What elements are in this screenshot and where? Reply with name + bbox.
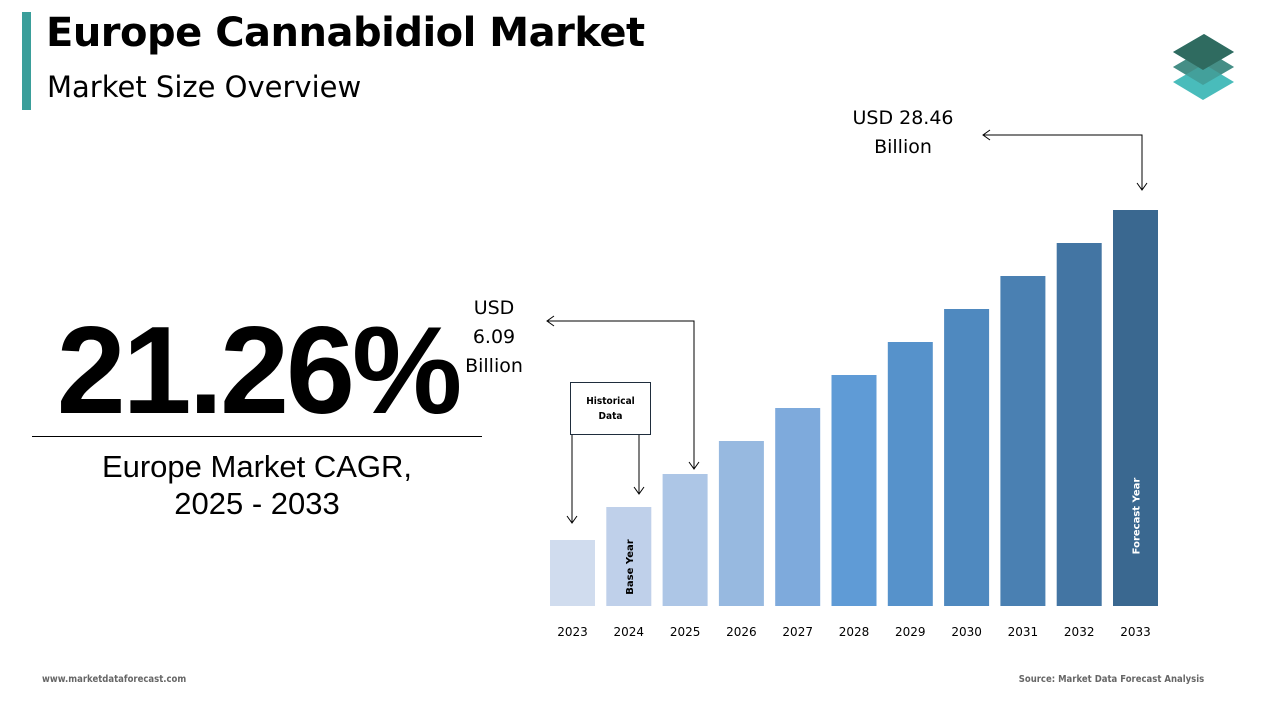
start-value-line1: USD — [473, 297, 515, 319]
bar-2023 — [550, 540, 595, 606]
x-tick-label: 2025 — [670, 625, 701, 639]
bar-2030 — [944, 309, 990, 606]
x-tick-label: 2030 — [951, 625, 982, 639]
page-subtitle: Market Size Overview — [47, 70, 362, 104]
start-arrow-line — [547, 320, 695, 469]
x-tick-label: 2032 — [1064, 625, 1095, 639]
start-value-line2: 6.09 — [472, 326, 516, 348]
bar-2033 — [1113, 210, 1158, 606]
x-tick-label: 2028 — [839, 625, 870, 639]
bar-2026 — [718, 441, 764, 606]
start-value-line3: Billion — [465, 355, 523, 377]
x-tick-label: 2029 — [895, 625, 926, 639]
historical-arrow-1 — [566, 435, 578, 524]
cagr-value: 21.26% — [56, 302, 463, 440]
historical-data-box: Historical Data — [570, 382, 651, 435]
bar-2025 — [662, 474, 708, 606]
x-tick-label: 2027 — [782, 625, 813, 639]
source-note: Source: Market Data Forecast Analysis — [1018, 674, 1204, 685]
x-tick-label: 2026 — [726, 625, 757, 639]
bar-2028 — [831, 375, 877, 606]
start-arrow-head-down — [688, 461, 700, 470]
bar-2031 — [1000, 276, 1046, 606]
bar-2032 — [1056, 243, 1102, 606]
x-tick-label: 2031 — [1008, 625, 1039, 639]
cagr-label: Europe Market CAGR, 2025 - 2033 — [32, 448, 482, 522]
cagr-label-line1: Europe Market CAGR, — [101, 449, 413, 484]
divider — [32, 436, 482, 437]
end-arrow-head-down — [1136, 182, 1148, 191]
end-value-line1: USD 28.46 — [852, 107, 954, 129]
end-value-annotation: USD 28.46 Billion — [835, 104, 971, 162]
bar-2029 — [887, 342, 933, 606]
website-link[interactable]: www.marketdataforecast.com — [42, 674, 187, 685]
x-tick-label: 2033 — [1120, 625, 1151, 639]
x-tick-label: 2024 — [614, 625, 645, 639]
page-title: Europe Cannabidiol Market — [46, 10, 645, 56]
base-year-label: Base Year — [625, 539, 636, 594]
start-value-annotation: USD 6.09 Billion — [454, 294, 534, 381]
end-arrow-head-left — [982, 129, 991, 141]
historical-line1: Historical — [586, 396, 635, 407]
x-tick-label: 2023 — [557, 625, 588, 639]
logo-icon — [1173, 34, 1234, 100]
cagr-label-line2: 2025 - 2033 — [174, 486, 340, 521]
historical-arrow-2 — [633, 435, 645, 495]
title-accent-bar — [22, 12, 31, 110]
end-value-line2: Billion — [874, 136, 932, 158]
historical-line2: Data — [598, 411, 623, 422]
bar-2024 — [606, 507, 652, 606]
start-arrow-head-left — [546, 315, 555, 327]
end-arrow-line — [983, 134, 1143, 190]
bar-2027 — [775, 408, 821, 606]
forecast-year-label: Forecast Year — [1132, 478, 1143, 555]
